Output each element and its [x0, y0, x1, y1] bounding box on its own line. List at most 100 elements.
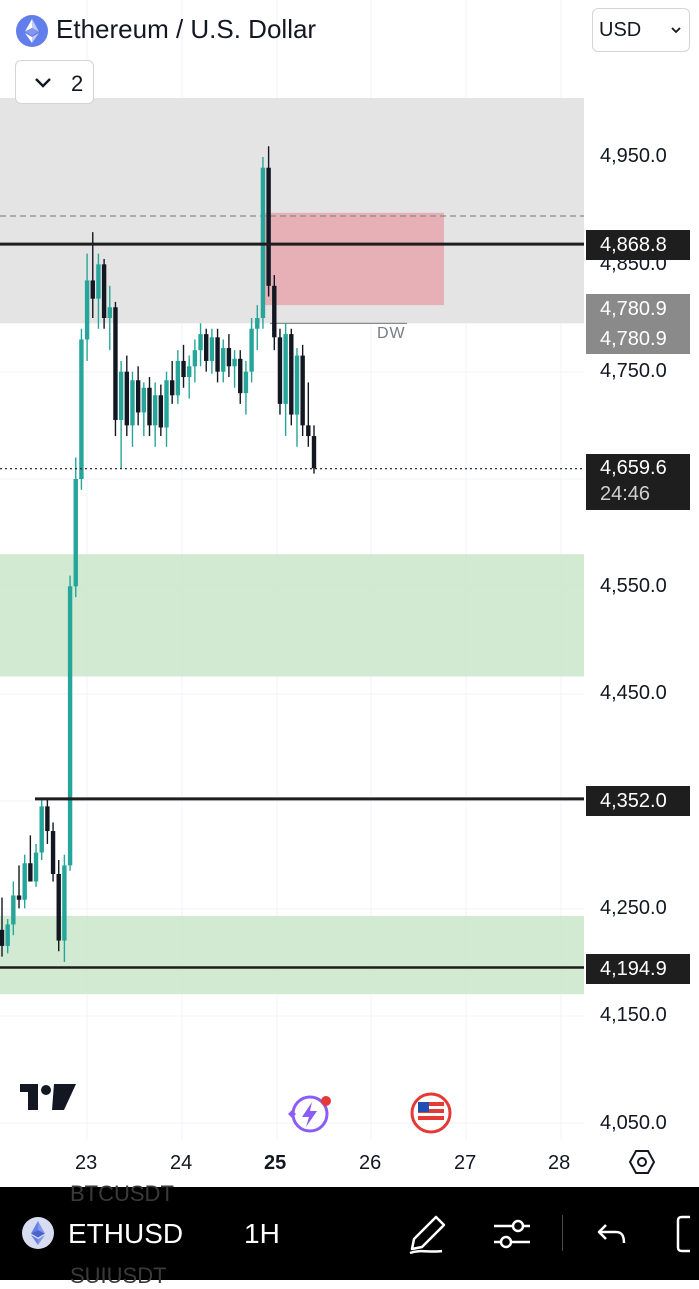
candle-body [238, 358, 243, 394]
candle-body [101, 264, 107, 318]
candle-body [33, 852, 39, 882]
bottom-toolbar: BTCUSDT SUIUSDT ETHUSD 1H [0, 1181, 699, 1288]
zone-price-b: 4,780.9 [600, 328, 667, 350]
indicators-settings-icon[interactable] [492, 1217, 532, 1256]
candle-body [5, 924, 10, 946]
candle-body [0, 929, 5, 946]
candle-body [192, 350, 198, 367]
candle-body [249, 328, 254, 372]
candle-body [90, 280, 95, 299]
ethereum-logo-icon [16, 15, 48, 47]
candle-body [277, 337, 283, 404]
candle-body [113, 307, 118, 420]
chevron-down-icon [35, 78, 51, 88]
candle-body [158, 395, 164, 428]
candle-body [215, 337, 220, 372]
time-axis-label: 28 [548, 1152, 571, 1174]
candle-body [306, 425, 311, 437]
candle-body [79, 339, 84, 479]
candle-body [141, 387, 147, 413]
candle-body [62, 865, 67, 941]
candle-body [107, 307, 112, 318]
tradingview-logo-icon [20, 1082, 76, 1117]
toolbar-divider [562, 1215, 563, 1251]
chart-settings-icon[interactable] [628, 1148, 656, 1181]
zone-demand [0, 554, 584, 677]
current-price-tag: 4,659.6 24:46 [586, 454, 690, 510]
price-axis-label: 4,150.0 [600, 1004, 667, 1026]
candle-body [39, 806, 44, 853]
candle-body [311, 436, 317, 469]
time-axis-label: 23 [75, 1152, 98, 1174]
candle-body [243, 371, 249, 394]
candle-body [84, 280, 90, 340]
current-price: 4,659.6 [600, 457, 667, 479]
zone-demand [0, 915, 584, 995]
candle-body [50, 831, 56, 874]
ghost-symbol: SUIUSDT [70, 1263, 167, 1288]
candle-body [135, 380, 141, 413]
candle-countdown: 24:46 [600, 483, 651, 505]
candle-body [96, 264, 101, 299]
fullscreen-icon[interactable] [676, 1215, 699, 1258]
currency-label: USD [599, 19, 642, 41]
candle-body [266, 167, 271, 286]
zone-price-a: 4,780.9 [600, 298, 667, 320]
symbol-title: Ethereum / U.S. Dollar [56, 14, 317, 44]
candle-body [204, 334, 209, 361]
level-price-tag: 4,352.0 [586, 786, 690, 816]
candle-body [198, 334, 203, 351]
candle-body [289, 334, 294, 415]
candle-body [45, 806, 50, 832]
candle-body [272, 285, 277, 338]
price-axis-label: 4,250.0 [600, 897, 667, 919]
candle-body [67, 586, 73, 866]
price-axis-label: 4,450.0 [600, 682, 667, 704]
zone-supply [265, 212, 444, 306]
chevron-down-icon [671, 27, 681, 34]
price-chart[interactable] [0, 0, 699, 1187]
candle-body [164, 380, 169, 428]
flash-deals-icon[interactable] [286, 1092, 334, 1141]
level-price-tag: 4,868.8 [586, 230, 690, 260]
candle-body [152, 395, 158, 426]
us-flag-icon[interactable] [410, 1092, 452, 1139]
candle-body [169, 380, 175, 396]
dw-annotation-label[interactable]: DW [377, 325, 406, 342]
candle-body [56, 873, 61, 941]
indicator-count: 2 [71, 71, 84, 96]
undo-icon[interactable] [596, 1219, 628, 1254]
candle-body [11, 895, 16, 925]
candle-body [16, 895, 22, 900]
currency-select[interactable]: USD [592, 8, 690, 52]
candle-body [118, 371, 124, 420]
candle-body [187, 366, 192, 378]
candle-body [22, 863, 27, 900]
candle-body [73, 479, 78, 587]
candle-body [124, 371, 129, 426]
zone-price-tag: 4,780.9 4,780.9 [586, 294, 690, 354]
candle-body [209, 337, 215, 361]
time-axis-label: 26 [359, 1152, 382, 1174]
symbol-search-button[interactable]: ETHUSD [68, 1218, 184, 1249]
time-axis-label: 27 [454, 1152, 477, 1174]
candle-body [181, 360, 186, 378]
time-axis-label-highlighted: 25 [264, 1152, 287, 1174]
time-axis-label: 24 [170, 1152, 193, 1174]
candle-body [226, 348, 232, 367]
candle-body [221, 348, 226, 372]
indicators-toggle-button[interactable]: 2 [15, 60, 94, 104]
candle-body [300, 355, 305, 426]
interval-button[interactable]: 1H [244, 1218, 280, 1249]
candle-body [232, 358, 237, 367]
price-axis-label: 4,950.0 [600, 145, 667, 167]
symbol-logo-icon [22, 1217, 54, 1254]
drawing-tools-icon[interactable] [406, 1213, 448, 1260]
price-axis-label: 4,050.0 [600, 1112, 667, 1134]
price-axis-label: 4,750.0 [600, 360, 667, 382]
price-axis-label: 4,550.0 [600, 575, 667, 597]
candle-body [147, 387, 152, 426]
candle-body [294, 355, 300, 415]
candle-body [28, 863, 33, 882]
candle-body [175, 360, 181, 396]
